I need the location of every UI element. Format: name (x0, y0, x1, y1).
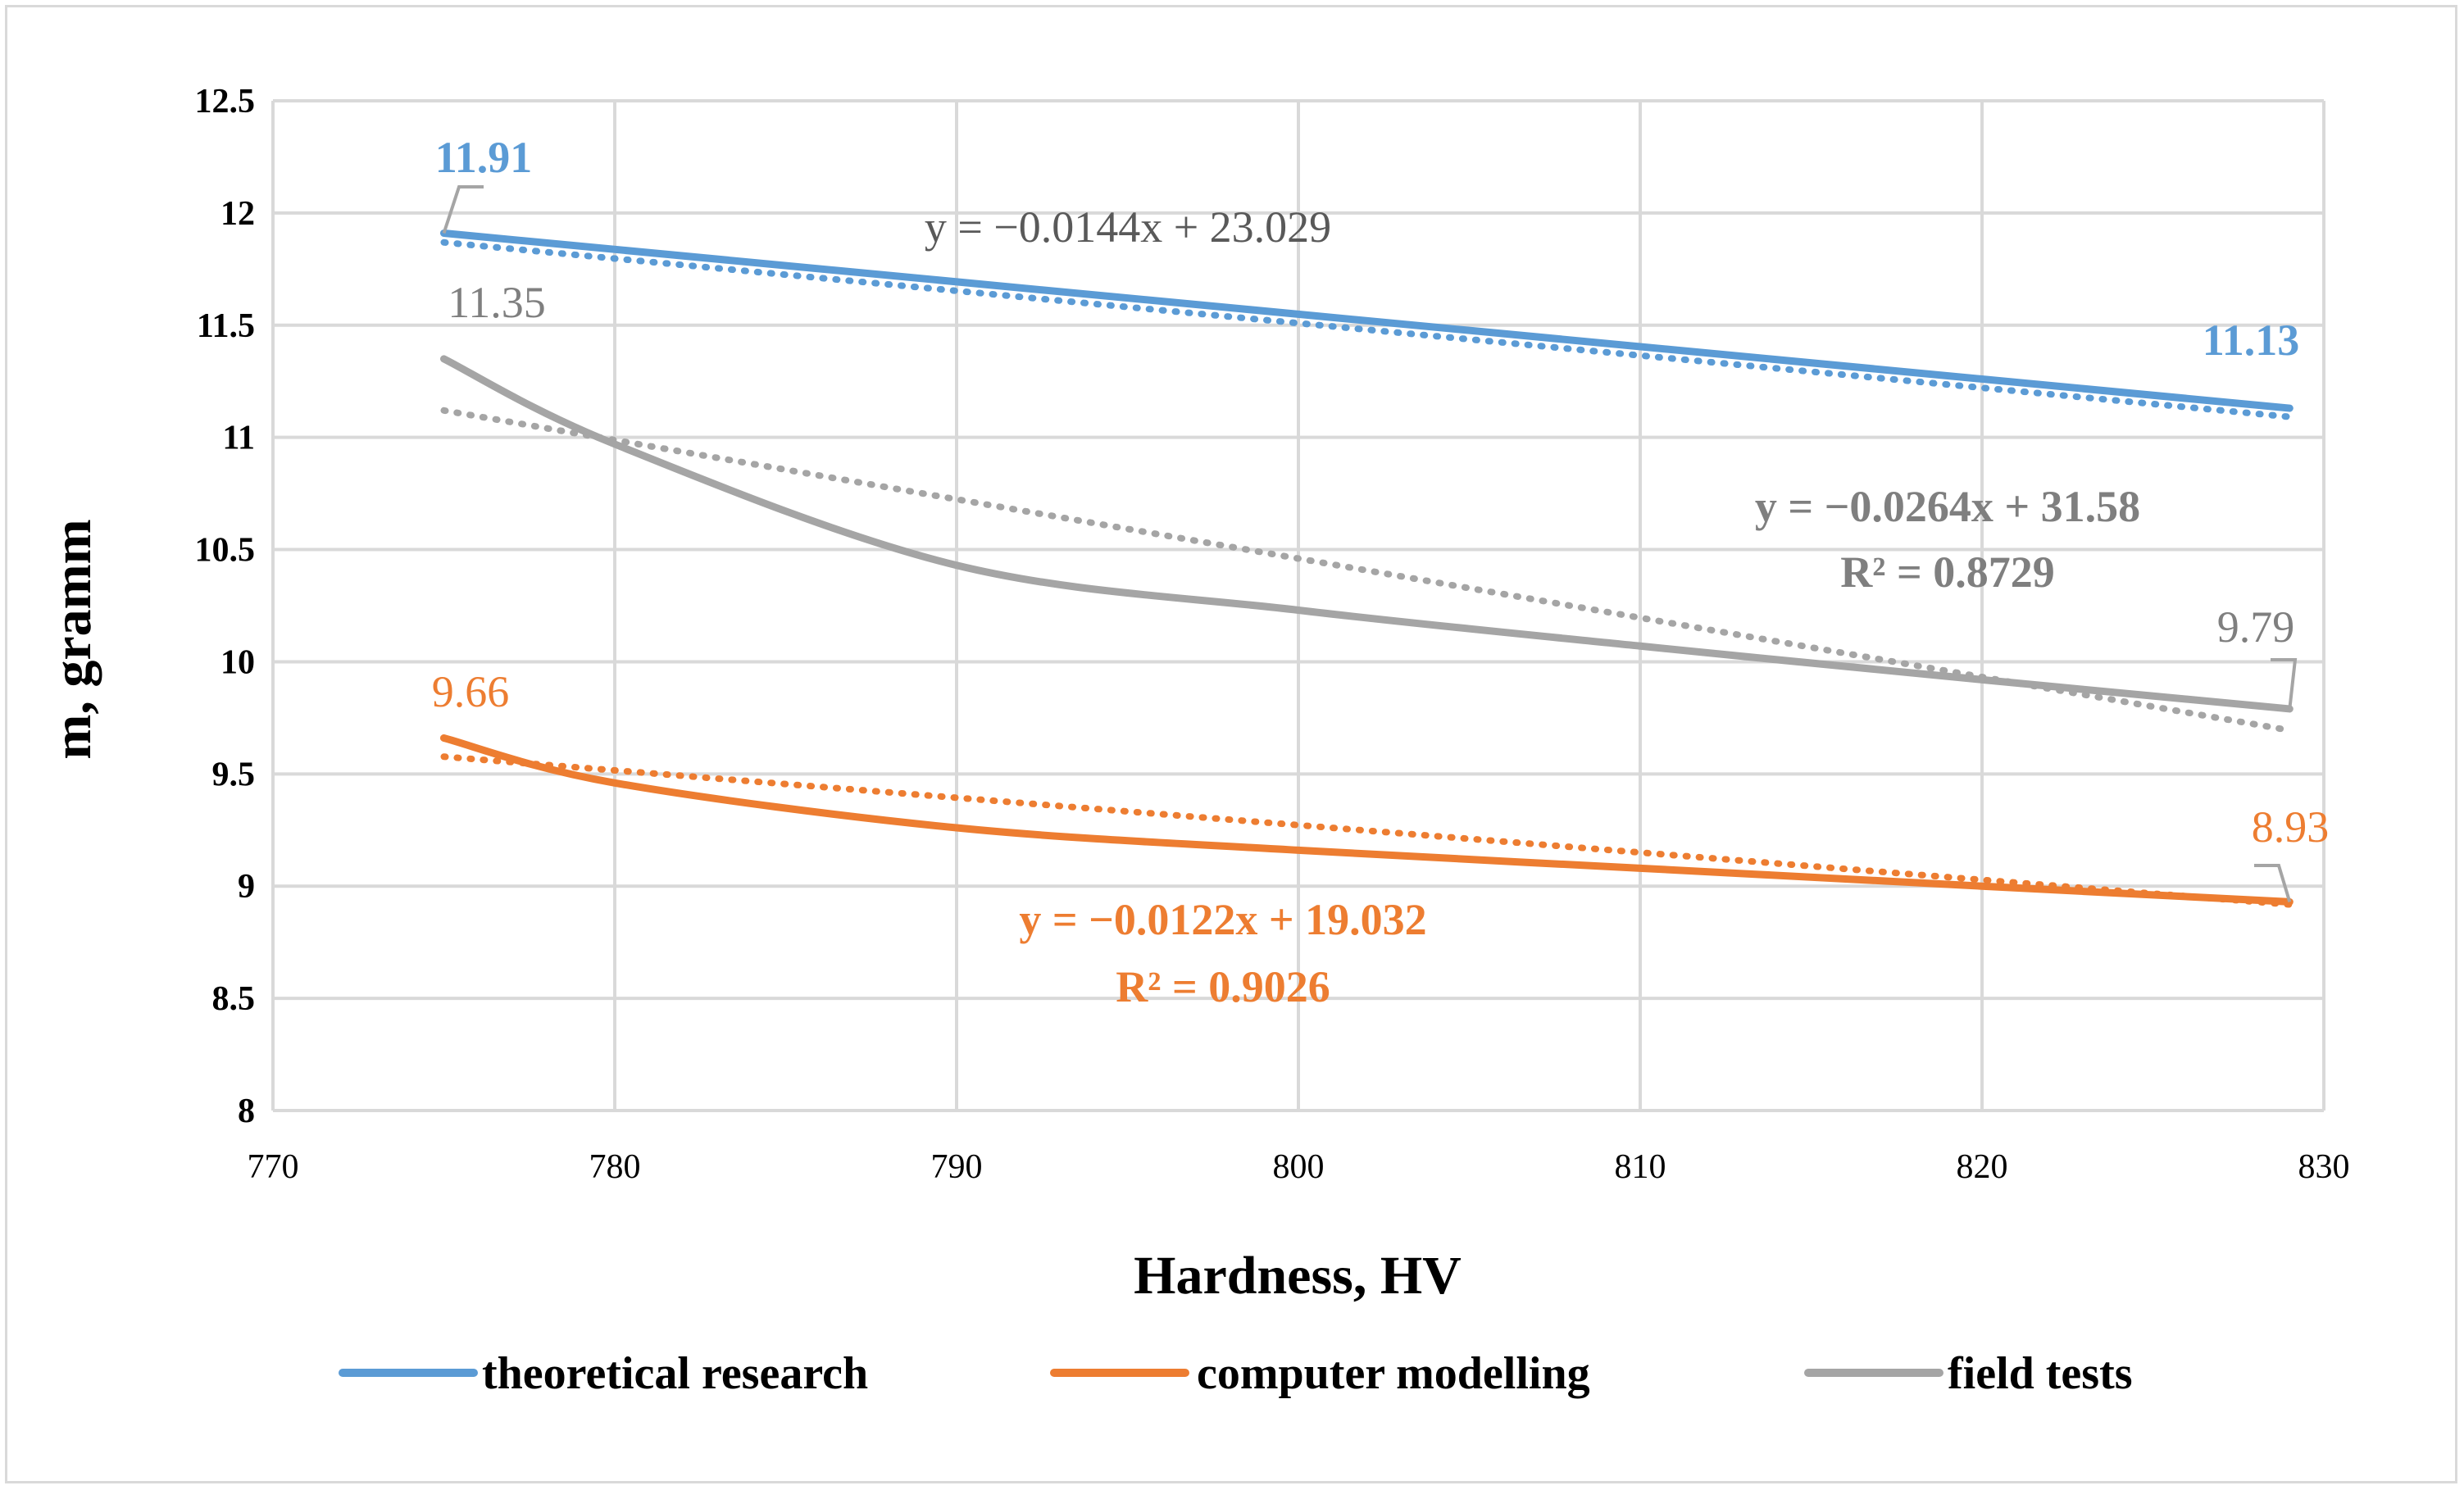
x-tick-label: 810 (1615, 1148, 1666, 1186)
y-axis-title: m, gramm (43, 519, 102, 759)
y-tick-label: 9 (238, 868, 255, 906)
grid-lines (271, 99, 2325, 1112)
x-tick-label: 820 (1957, 1148, 2008, 1186)
series-line-computer (440, 734, 2294, 906)
data-label-theoretical-start: 11.91 (435, 133, 533, 182)
y-tick-label: 12 (220, 195, 255, 233)
x-tick-label: 770 (248, 1148, 299, 1186)
legend-label-field: field tests (1948, 1348, 2133, 1399)
data-label-theoretical-end: 11.13 (2203, 316, 2300, 365)
y-axis-ticks: 8 8.5 9 9.5 10 10.5 11 11.5 12 12.5 (195, 83, 256, 1130)
trendline-theoretical (440, 238, 2294, 420)
series-line-field (440, 355, 2294, 713)
leader-line (2271, 658, 2298, 710)
legend: theoretical research computer modelling … (339, 1348, 2133, 1399)
trend-r2-field: R² = 0.8729 (1840, 547, 2054, 597)
x-axis-title: Hardness, HV (1134, 1246, 1462, 1306)
y-tick-label: 8.5 (212, 980, 256, 1018)
y-tick-label: 8 (238, 1093, 255, 1130)
leader-line (2254, 864, 2292, 902)
trendline-computer (440, 753, 2294, 908)
y-tick-label: 11 (222, 420, 255, 457)
y-tick-label: 11.5 (197, 307, 255, 345)
y-tick-label: 10 (220, 643, 255, 681)
legend-label-theoretical: theoretical research (482, 1348, 868, 1399)
trend-equation-computer: y = −0.0122x + 19.032 (1019, 895, 1426, 944)
x-tick-label: 830 (2298, 1148, 2350, 1186)
x-tick-label: 780 (589, 1148, 641, 1186)
y-tick-label: 10.5 (195, 532, 256, 570)
series-lines (440, 229, 2294, 906)
leader-line (442, 185, 484, 234)
y-tick-label: 12.5 (195, 83, 256, 120)
x-axis-ticks: 770 780 790 800 810 820 830 (248, 1148, 2350, 1186)
chart-frame (5, 5, 2457, 1483)
trend-r2-computer: R² = 0.9026 (1116, 962, 1330, 1011)
trend-equation-theoretical: y = −0.0144x + 23.029 (925, 202, 1331, 252)
trend-equation-field: y = −0.0264x + 31.58 (1755, 482, 2140, 531)
x-tick-label: 800 (1273, 1148, 1325, 1186)
x-tick-label: 790 (931, 1148, 983, 1186)
series-line-theoretical (440, 229, 2294, 412)
y-tick-label: 9.5 (212, 756, 256, 793)
label-leaders (442, 185, 2298, 902)
data-label-computer-end: 8.93 (2252, 802, 2330, 852)
legend-label-computer: computer modelling (1197, 1348, 1590, 1399)
data-label-field-end: 9.79 (2217, 602, 2295, 652)
data-label-field-start: 11.35 (448, 278, 546, 327)
data-label-computer-start: 9.66 (432, 667, 510, 716)
